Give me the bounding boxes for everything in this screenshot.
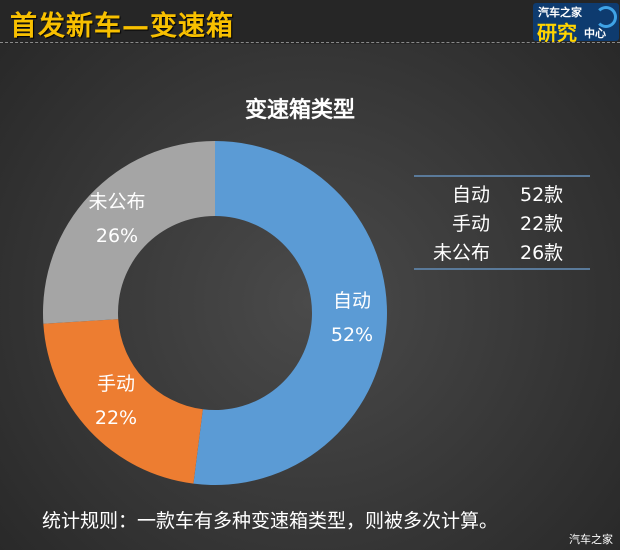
page-title: 首发新车—变速箱 <box>10 11 234 42</box>
chart-title-wrap: 变速箱类型 <box>0 92 620 124</box>
slice-label-pct: 26% <box>95 225 139 247</box>
slice-label-name: 手动 <box>96 373 135 395</box>
table-cell-name: 手动 <box>451 213 490 235</box>
table-row: 自动 52款 <box>414 179 590 208</box>
table-cell-count: 52款 <box>520 184 564 206</box>
chart-title: 变速箱类型 <box>244 98 355 123</box>
table-cell-name: 自动 <box>451 184 490 206</box>
slice-label-name: 未公布 <box>88 191 146 213</box>
watermark: 汽车之家 <box>569 533 613 546</box>
footnote: 统计规则：一款车有多种变速箱类型，则被多次计算。 <box>42 510 499 532</box>
logo-swirl-icon <box>595 6 617 28</box>
slice-label-name: 自动 <box>332 290 371 312</box>
slice-label-unknown: 未公布 26% <box>72 185 162 253</box>
header-bar: 首发新车—变速箱 汽车之家 研究 中心 <box>0 0 620 45</box>
donut-slice <box>43 319 203 484</box>
table-cell-name: 未公布 <box>432 242 490 264</box>
slice-label-manual: 手动 22% <box>76 367 156 435</box>
donut-slice <box>43 141 215 324</box>
table-cell-count: 26款 <box>520 242 564 264</box>
table-row: 手动 22款 <box>414 208 590 237</box>
slice-label-auto: 自动 52% <box>312 284 392 352</box>
logo-line2: 研究 <box>537 21 577 45</box>
header-divider <box>0 42 620 43</box>
table-row: 未公布 26款 <box>414 237 590 266</box>
brand-logo: 汽车之家 研究 中心 <box>533 3 619 45</box>
table-cell-count: 22款 <box>520 213 564 235</box>
logo-line1: 汽车之家 <box>538 6 582 19</box>
count-table: 自动 52款 手动 22款 未公布 26款 <box>414 175 590 270</box>
slice-label-pct: 22% <box>94 407 138 429</box>
donut-slice <box>193 141 387 485</box>
slice-label-pct: 52% <box>330 324 374 346</box>
logo-line3: 中心 <box>584 27 606 40</box>
